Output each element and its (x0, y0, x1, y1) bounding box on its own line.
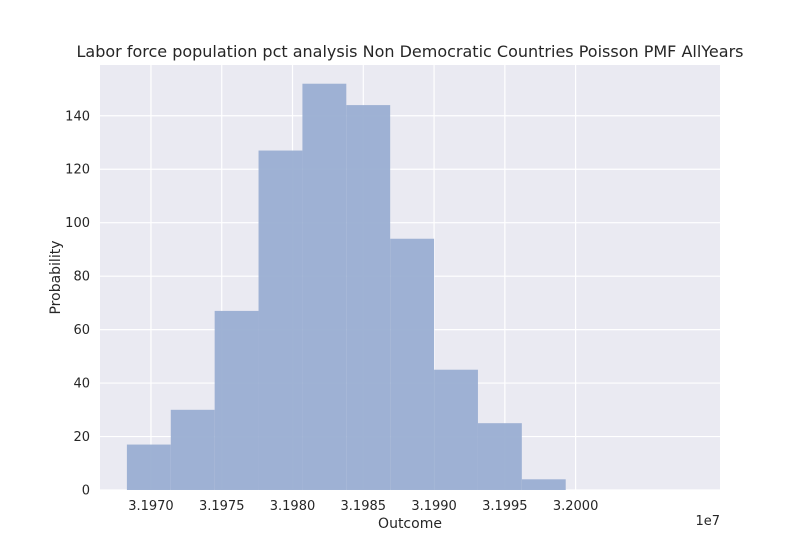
y-tick-label: 0 (82, 484, 90, 499)
histogram-bar (258, 150, 303, 490)
histogram-bar (390, 238, 435, 490)
x-axis-label: Outcome (378, 516, 442, 532)
histogram-bars (126, 83, 566, 491)
histogram-bar (346, 105, 391, 491)
x-tick-label: 3.1990 (411, 499, 457, 514)
x-tick-label: 3.1995 (482, 499, 528, 514)
histogram-bar (521, 479, 566, 490)
histogram-bar (214, 310, 259, 490)
y-axis-label: Probability (48, 240, 64, 314)
histogram-bar (126, 444, 171, 490)
histogram-bar (170, 409, 215, 490)
axis-ticks: 3.1970 3.1975 3.1980 3.1985 3.1990 3.1995 3.20… (65, 109, 598, 514)
y-tick-label: 20 (73, 430, 90, 445)
y-tick-label: 140 (65, 109, 90, 124)
x-tick-label: 3.1970 (128, 499, 174, 514)
x-axis-offset-label: 1e7 (695, 514, 720, 529)
y-tick-label: 120 (65, 163, 90, 178)
histogram-bar (477, 423, 522, 490)
histogram-bar (302, 83, 347, 490)
y-tick-label: 60 (73, 323, 90, 338)
y-tick-label: 80 (73, 270, 90, 285)
x-tick-label: 3.2000 (553, 499, 599, 514)
chart-title: Labor force population pct analysis Non … (76, 42, 743, 61)
x-tick-label: 3.1975 (199, 499, 245, 514)
y-tick-label: 100 (65, 216, 90, 231)
x-tick-label: 3.1985 (341, 499, 387, 514)
y-tick-label: 40 (73, 377, 90, 392)
histogram-bar (434, 369, 478, 490)
x-tick-label: 3.1980 (270, 499, 316, 514)
